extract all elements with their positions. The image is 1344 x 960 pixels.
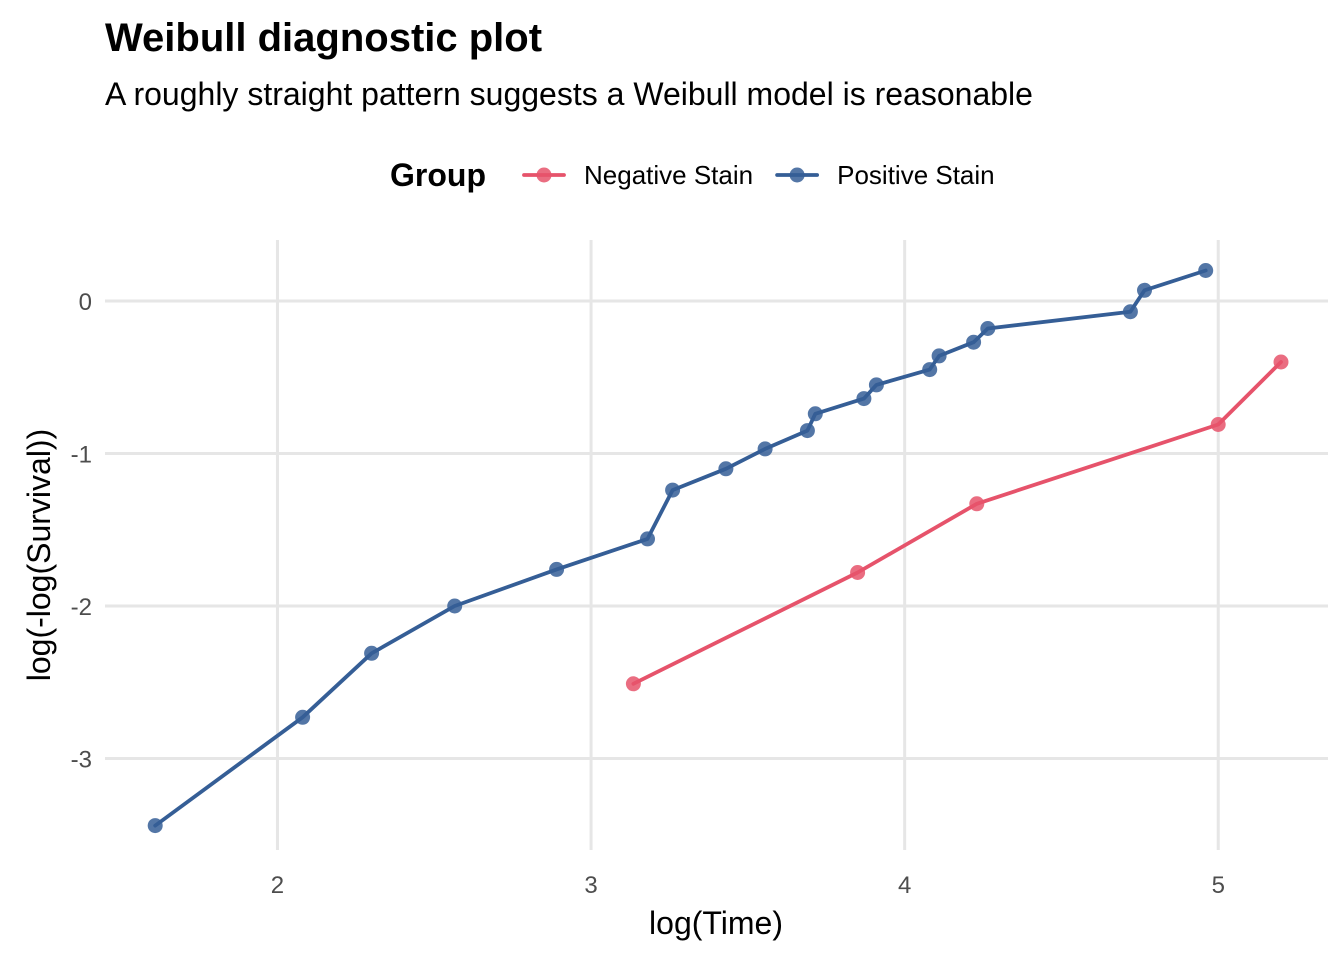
legend-item-negative-stain: Negative Stain [522, 160, 753, 190]
data-point-positive-stain [549, 561, 565, 577]
data-point-positive-stain [640, 531, 655, 547]
data-point-negative-stain [625, 676, 641, 692]
legend-item-positive-stain: Positive Stain [775, 160, 995, 190]
x-tick-label: 2 [271, 872, 284, 899]
x-axis-title: log(Time) [649, 905, 783, 941]
grid [105, 240, 1328, 850]
data-point-positive-stain [980, 321, 996, 336]
series-line-positive-stain [153, 268, 1208, 828]
y-tick-label: 0 [79, 289, 92, 316]
data-point-positive-stain [364, 645, 380, 661]
series-line-negative-stain [631, 360, 1283, 686]
data-point-negative-stain [1273, 354, 1289, 370]
legend-label: Positive Stain [837, 160, 995, 190]
tick-layer: 2 3 4 5 0 -1 -2 -3 [71, 289, 1225, 899]
data-point-positive-stain [966, 334, 982, 350]
data-point-positive-stain [147, 818, 163, 834]
data-point-negative-stain [969, 496, 985, 512]
x-tick-label: 4 [898, 872, 911, 899]
data-point-positive-stain [1122, 304, 1138, 320]
legend-title: Group [390, 157, 486, 193]
data-point-positive-stain [665, 482, 681, 498]
legend-label: Negative Stain [584, 160, 753, 190]
y-tick-label: -1 [71, 442, 92, 469]
data-point-positive-stain [718, 461, 734, 477]
series-layer [147, 263, 1289, 834]
data-point-positive-stain [922, 362, 938, 378]
legend-key-point [789, 167, 805, 183]
legend-key-point [536, 167, 552, 183]
data-point-positive-stain [757, 441, 773, 457]
x-tick-label: 3 [584, 872, 597, 899]
x-tick-label: 5 [1212, 872, 1225, 899]
data-point-positive-stain [1198, 263, 1214, 278]
y-tick-label: -2 [71, 594, 92, 621]
chart-title: Weibull diagnostic plot [105, 16, 542, 60]
chart-subtitle: A roughly straight pattern suggests a We… [105, 76, 1033, 112]
data-point-positive-stain [1137, 282, 1152, 298]
y-tick-label: -3 [71, 747, 92, 774]
legend: Group Negative Stain Positive Stain [390, 157, 995, 193]
data-point-positive-stain [295, 709, 311, 725]
data-point-positive-stain [931, 348, 947, 364]
data-point-positive-stain [807, 406, 823, 422]
data-point-positive-stain [447, 598, 463, 614]
data-point-positive-stain [799, 423, 815, 439]
data-point-negative-stain [850, 565, 866, 580]
data-point-positive-stain [868, 377, 884, 393]
data-point-negative-stain [1210, 417, 1226, 432]
data-point-positive-stain [856, 391, 872, 407]
y-axis-title: log(-log(Survival)) [21, 429, 57, 682]
series-negative-stain [625, 354, 1289, 692]
series-positive-stain [147, 263, 1214, 834]
